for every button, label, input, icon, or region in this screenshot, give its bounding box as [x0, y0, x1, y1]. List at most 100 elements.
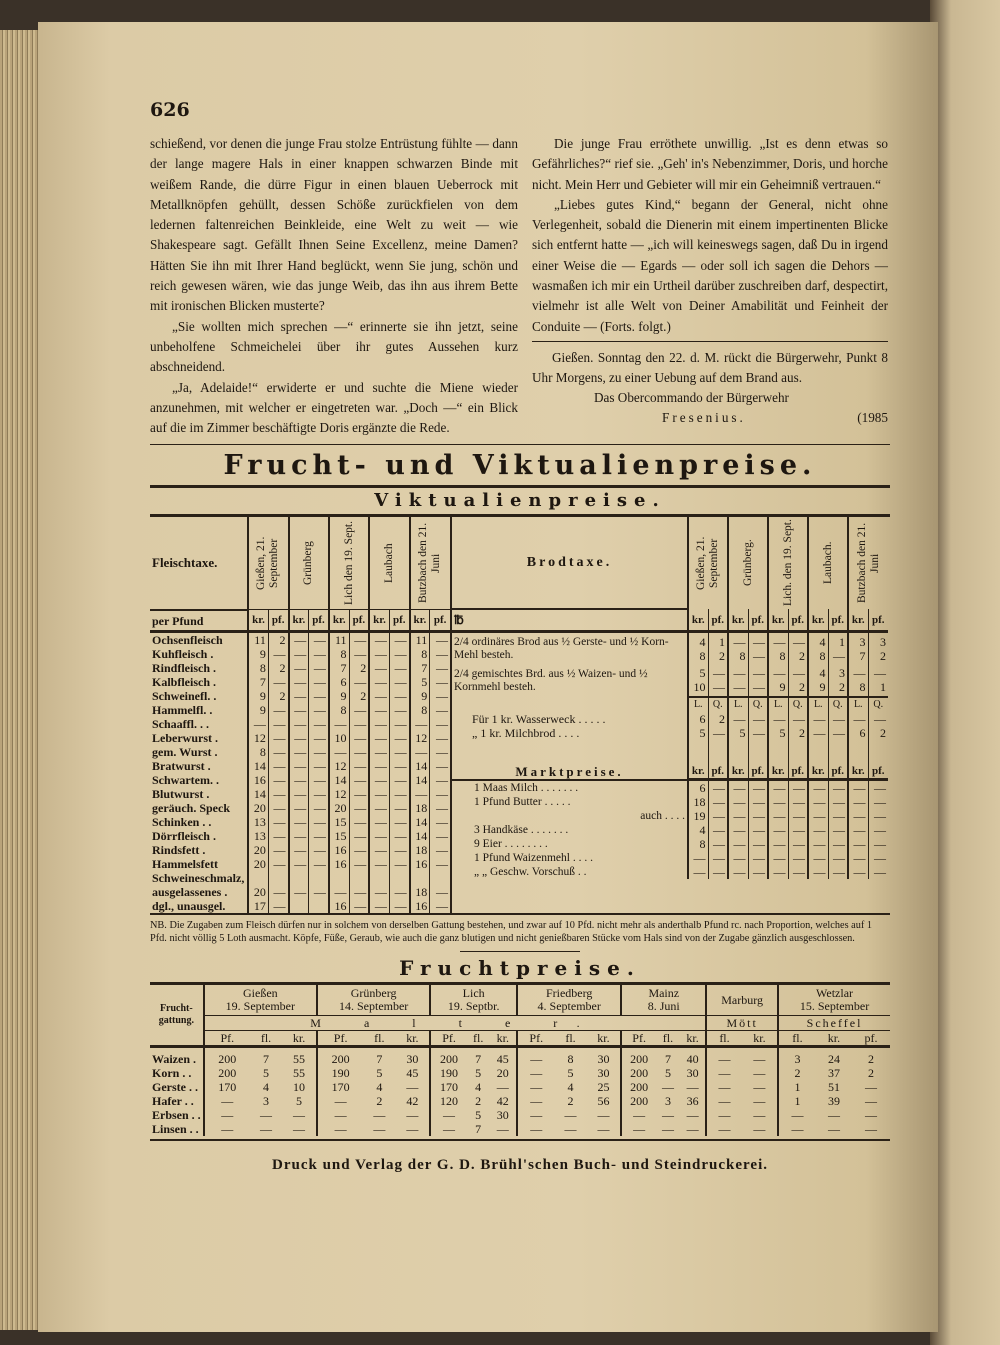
- subcol-header: kr.: [807, 739, 828, 782]
- price-cell: 200: [620, 1066, 656, 1081]
- table-row: 2/4 gemischtes Brd. aus ½ Waizen- und ½ …: [452, 664, 888, 697]
- page-number: 626: [150, 99, 190, 121]
- price-cell: —: [368, 829, 390, 844]
- price-value: —: [773, 666, 786, 681]
- row-label: Schweinefl. .: [152, 689, 217, 704]
- price-cell: 170: [429, 1080, 467, 1095]
- price-cell: 3: [664, 1094, 671, 1109]
- table-row: Schweinefl. . 9 2— —9 2— —9—: [150, 689, 450, 704]
- table-row: Schwartem. . 16— — —14— — —14—: [150, 773, 450, 788]
- price-value: —: [753, 648, 765, 663]
- row-label: geräuch. Speck: [152, 801, 230, 816]
- price-cell: —: [348, 857, 370, 872]
- price-cell: 6: [687, 779, 708, 796]
- place-header: Gießen, 21. September: [687, 517, 728, 610]
- price-cell: —: [787, 823, 808, 838]
- row-label: Kuhfleisch .: [152, 647, 214, 662]
- place-name: Gießen, 21. September: [695, 536, 720, 591]
- price-cell: —: [287, 661, 309, 676]
- price-value: —: [793, 666, 805, 681]
- price-cell: 2: [707, 711, 728, 726]
- price-cell: —: [202, 1122, 250, 1137]
- place-name: Marburg: [721, 992, 764, 1007]
- price-cell: —: [368, 773, 390, 788]
- subcol-header: kr.: [815, 1030, 853, 1049]
- place-name: Gießen, 21. September: [255, 536, 281, 591]
- subcol-header: pf.: [429, 609, 450, 634]
- price-cell: —: [767, 851, 788, 866]
- unit-label: ℔: [452, 609, 688, 633]
- price-cell: —: [287, 759, 309, 774]
- row-label: 1 Pfund Butter . . . . .: [474, 796, 571, 809]
- price-cell: 8: [408, 647, 430, 662]
- footnote: NB. Die Zugaben zum Fleisch dürfen nur i…: [150, 920, 873, 945]
- price-cell: —: [308, 815, 329, 830]
- row-label: Rindfleisch .: [152, 661, 217, 676]
- price-cell: —: [287, 829, 309, 844]
- price-cell: —: [686, 1080, 699, 1095]
- price-cell: —: [767, 711, 788, 726]
- price-cell: 14: [408, 759, 430, 774]
- subcol-header: pf.: [787, 739, 808, 782]
- subcol-header: fl.: [777, 1030, 816, 1049]
- price-cell: —: [661, 1122, 674, 1137]
- subcol-header: kr.: [741, 1030, 779, 1049]
- price-cell: —: [348, 745, 370, 760]
- table-row: Schaaffl. . . — — — — — — — — — —: [150, 717, 450, 732]
- price-cell: 11: [247, 631, 269, 648]
- price-cell: —: [807, 837, 828, 852]
- price-cell: 10: [293, 1080, 306, 1095]
- price-cell: —: [429, 815, 450, 830]
- price-cell: 4: [567, 1080, 574, 1095]
- price-cell: 40: [686, 1052, 699, 1067]
- price-cell: —: [368, 871, 390, 900]
- price-cell: —: [287, 717, 309, 732]
- price-cell: —: [747, 823, 768, 838]
- price-cell: 120: [429, 1094, 467, 1109]
- place-header: Lich den 19. Sept.: [327, 517, 370, 610]
- price-value: 2: [839, 680, 845, 695]
- table-row: Leberwurst . 12— — —10— — —12—: [150, 731, 450, 746]
- price-value: 8: [819, 648, 826, 663]
- price-cell: 7: [327, 661, 350, 676]
- price-value: 2: [799, 648, 805, 663]
- subcol-header: kr.: [847, 609, 868, 633]
- subcol-header: pf.: [747, 609, 768, 633]
- price-cell: —: [496, 1080, 509, 1095]
- price-cell: —: [388, 759, 410, 774]
- price-cell: —: [429, 773, 450, 788]
- subcol-header: kr.: [807, 609, 828, 633]
- price-cell: —: [388, 675, 410, 690]
- row-label: 1 Pfund Waizenmehl . . . .: [474, 852, 593, 865]
- price-cell: 2: [267, 661, 289, 676]
- price-cell: 24: [827, 1052, 840, 1067]
- subcol-header: pf.: [787, 609, 808, 633]
- price-value: 3: [880, 634, 886, 649]
- price-cell: 9: [327, 689, 350, 704]
- price-cell: 14: [408, 815, 430, 830]
- price-cell: —: [308, 731, 329, 746]
- place-header: Marburg: [705, 985, 779, 1016]
- price-cell: 8: [327, 703, 350, 718]
- section-heading: Frucht- und Viktualienpreise.: [223, 450, 817, 482]
- price-cell: —: [777, 1108, 816, 1123]
- price-cell: 5: [687, 725, 708, 740]
- price-cell: 7: [475, 1052, 482, 1067]
- price-cell: 5 10: [687, 664, 708, 697]
- price-cell: —: [267, 899, 289, 914]
- price-cell: —: [597, 1108, 610, 1123]
- price-cell: —: [348, 801, 370, 816]
- price-cell: —: [308, 675, 329, 690]
- divider: [150, 1139, 890, 1142]
- price-cell: 16: [408, 857, 430, 872]
- price-cell: —: [687, 851, 708, 866]
- price-cell: 7: [664, 1052, 671, 1067]
- price-cell: 200: [202, 1046, 250, 1067]
- price-cell: —: [516, 1066, 555, 1081]
- table-title: Fleischtaxe.: [150, 517, 249, 611]
- price-cell: —: [429, 899, 450, 914]
- price-cell: —: [429, 843, 450, 858]
- price-cell: —: [429, 647, 450, 662]
